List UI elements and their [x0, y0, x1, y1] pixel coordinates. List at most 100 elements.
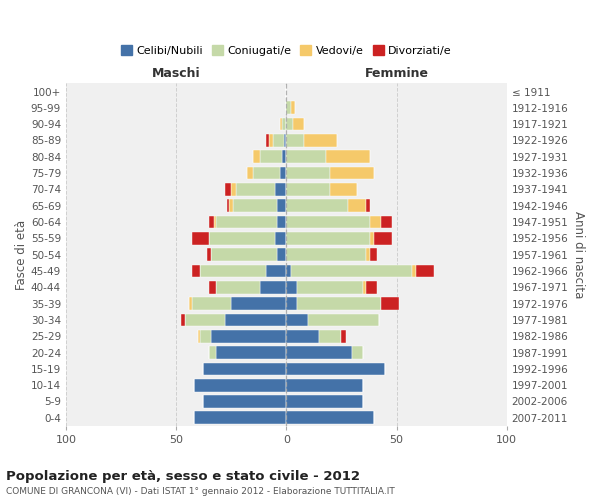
Bar: [286, 134, 304, 147]
Bar: [266, 134, 269, 147]
Bar: [203, 362, 286, 375]
Bar: [286, 281, 298, 293]
Bar: [286, 297, 298, 310]
Bar: [198, 330, 200, 342]
Bar: [298, 281, 364, 293]
Bar: [286, 200, 348, 212]
Bar: [260, 150, 282, 163]
Bar: [291, 102, 295, 114]
Bar: [275, 183, 286, 196]
Bar: [269, 134, 273, 147]
Bar: [253, 166, 280, 179]
Bar: [224, 183, 231, 196]
Bar: [331, 183, 357, 196]
Bar: [352, 346, 364, 359]
Bar: [229, 200, 233, 212]
Bar: [416, 264, 434, 278]
Text: Popolazione per età, sesso e stato civile - 2012: Popolazione per età, sesso e stato civil…: [6, 470, 360, 483]
Bar: [280, 118, 282, 130]
Bar: [286, 166, 331, 179]
Bar: [370, 248, 377, 261]
Bar: [181, 314, 185, 326]
Bar: [286, 395, 364, 408]
Bar: [282, 118, 286, 130]
Bar: [266, 264, 286, 278]
Bar: [209, 232, 275, 244]
Bar: [260, 281, 286, 293]
Bar: [286, 264, 291, 278]
Bar: [273, 134, 284, 147]
Bar: [286, 232, 370, 244]
Bar: [236, 183, 275, 196]
Bar: [214, 216, 216, 228]
Bar: [216, 281, 260, 293]
Bar: [231, 297, 286, 310]
Bar: [203, 395, 286, 408]
Bar: [216, 216, 277, 228]
Bar: [286, 346, 352, 359]
Bar: [286, 412, 374, 424]
Bar: [293, 118, 304, 130]
Y-axis label: Anni di nascita: Anni di nascita: [572, 211, 585, 298]
Y-axis label: Fasce di età: Fasce di età: [15, 220, 28, 290]
Bar: [370, 232, 374, 244]
Bar: [211, 330, 286, 342]
Bar: [370, 216, 381, 228]
Bar: [191, 264, 200, 278]
Bar: [200, 264, 266, 278]
Legend: Celibi/Nubili, Coniugati/e, Vedovi/e, Divorziati/e: Celibi/Nubili, Coniugati/e, Vedovi/e, Di…: [116, 41, 456, 60]
Bar: [365, 248, 370, 261]
Bar: [381, 297, 399, 310]
Bar: [412, 264, 416, 278]
Bar: [211, 248, 277, 261]
Bar: [304, 134, 337, 147]
Bar: [286, 314, 308, 326]
Bar: [277, 200, 286, 212]
Bar: [381, 216, 392, 228]
Bar: [190, 297, 191, 310]
Bar: [308, 314, 379, 326]
Bar: [284, 134, 286, 147]
Bar: [286, 183, 331, 196]
Bar: [200, 330, 211, 342]
Bar: [277, 248, 286, 261]
Bar: [231, 183, 236, 196]
Bar: [191, 232, 209, 244]
Bar: [209, 216, 214, 228]
Bar: [185, 314, 224, 326]
Bar: [286, 330, 319, 342]
Bar: [319, 330, 341, 342]
Bar: [247, 166, 253, 179]
Bar: [280, 166, 286, 179]
Bar: [341, 330, 346, 342]
Bar: [191, 297, 231, 310]
Bar: [233, 200, 277, 212]
Bar: [277, 216, 286, 228]
Bar: [286, 118, 293, 130]
Bar: [286, 362, 385, 375]
Text: Maschi: Maschi: [152, 67, 200, 80]
Bar: [286, 379, 364, 392]
Bar: [216, 346, 286, 359]
Bar: [326, 150, 370, 163]
Bar: [207, 248, 211, 261]
Text: COMUNE DI GRANCONA (VI) - Dati ISTAT 1° gennaio 2012 - Elaborazione TUTTITALIA.I: COMUNE DI GRANCONA (VI) - Dati ISTAT 1° …: [6, 488, 395, 496]
Bar: [291, 264, 412, 278]
Bar: [364, 281, 365, 293]
Bar: [286, 102, 291, 114]
Bar: [194, 412, 286, 424]
Bar: [224, 314, 286, 326]
Bar: [348, 200, 365, 212]
Bar: [227, 200, 229, 212]
Bar: [253, 150, 260, 163]
Bar: [209, 281, 216, 293]
Text: Femmine: Femmine: [365, 67, 428, 80]
Bar: [286, 150, 326, 163]
Bar: [298, 297, 381, 310]
Bar: [374, 232, 392, 244]
Bar: [286, 248, 365, 261]
Bar: [194, 379, 286, 392]
Bar: [282, 150, 286, 163]
Bar: [286, 216, 370, 228]
Bar: [209, 346, 216, 359]
